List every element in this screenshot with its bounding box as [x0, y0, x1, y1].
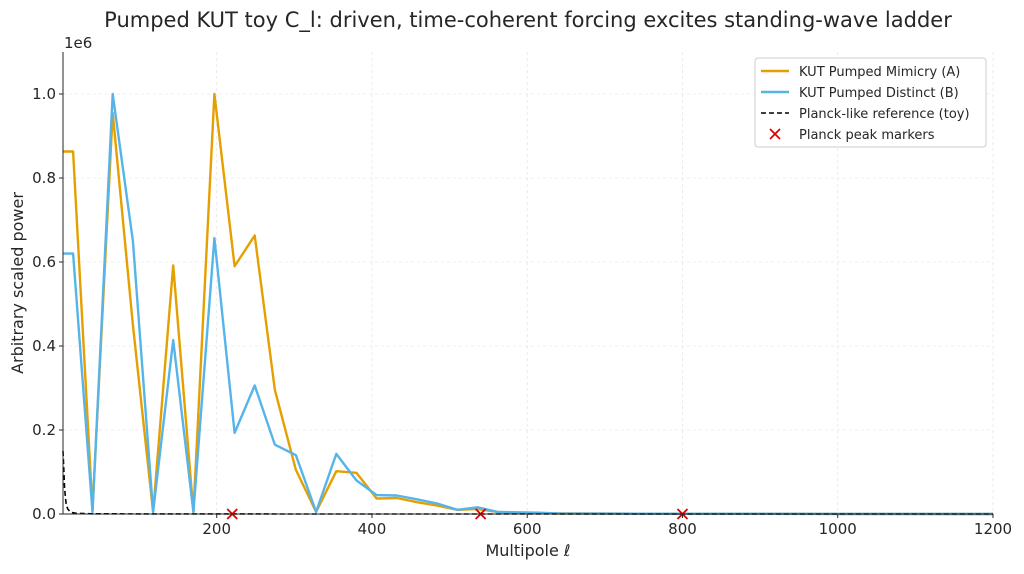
x-ticks: 200 400 600 800 1000 1200 [202, 514, 1012, 538]
legend-box [754, 57, 987, 148]
legend-item: Planck-like reference (toy) [761, 107, 970, 122]
y-tick-label: 0.2 [32, 421, 56, 439]
legend-item: KUT Pumped Mimicry (A) [761, 65, 960, 80]
legend-label: KUT Pumped Distinct (B) [799, 86, 959, 101]
y-tick-label: 0.0 [32, 505, 56, 523]
x-axis-label: Multipole ℓ [485, 541, 570, 560]
y-tick-label: 1.0 [32, 85, 56, 103]
series-line-2 [63, 92, 994, 516]
y-axis-label: Arbitrary scaled power [8, 192, 27, 374]
series-line-3 [62, 450, 993, 515]
legend-item: Planck peak markers [769, 128, 935, 143]
series-layer [62, 92, 994, 516]
legend-label: KUT Pumped Mimicry (A) [799, 65, 960, 80]
chart-title: Pumped KUT toy C_l: driven, time-coheren… [104, 8, 952, 33]
x-tick-label: 1000 [819, 520, 857, 538]
x-tick-label: 400 [358, 520, 387, 538]
x-tick-label: 1200 [974, 520, 1012, 538]
legend-item: KUT Pumped Distinct (B) [761, 86, 959, 101]
legend: KUT Pumped Mimicry (A) KUT Pumped Distinc… [754, 57, 987, 148]
x-tick-label: 800 [668, 520, 697, 538]
x-tick-label: 600 [513, 520, 542, 538]
legend-label: Planck-like reference (toy) [799, 107, 970, 122]
x-tick-label: 200 [202, 520, 231, 538]
y-tick-label: 0.6 [32, 253, 56, 271]
y-ticks: 0.0 0.2 0.4 0.6 0.8 1.0 [32, 85, 63, 523]
legend-label: Planck peak markers [799, 128, 935, 143]
y-tick-label: 0.8 [32, 169, 56, 187]
y-tick-label: 0.4 [32, 337, 56, 355]
y-multiplier-label: 1e6 [64, 34, 92, 52]
series-line-1 [63, 92, 994, 516]
